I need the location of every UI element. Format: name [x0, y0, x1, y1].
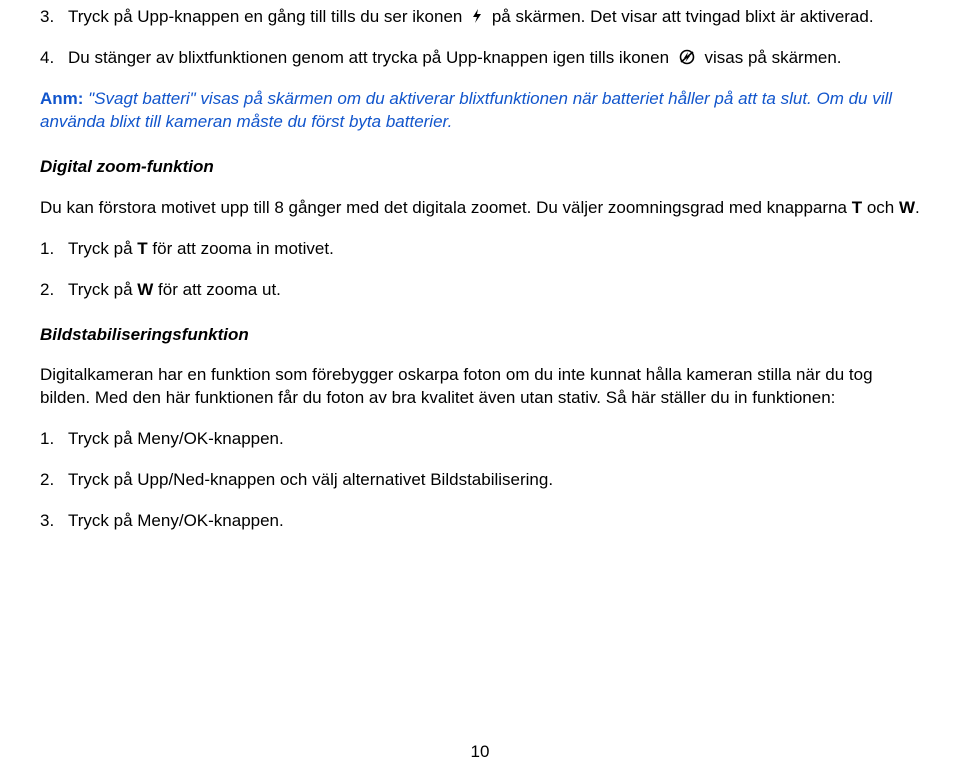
text-part: Tryck på Upp-knappen en gång till tills … [68, 7, 462, 26]
section-heading-stabilization: Bildstabiliseringsfunktion [40, 324, 920, 347]
section-heading-zoom: Digital zoom-funktion [40, 156, 920, 179]
text-part: och [862, 198, 899, 217]
text-part: visas på skärmen. [705, 48, 842, 67]
stab-step-3: 3. Tryck på Meny/OK-knappen. [40, 510, 920, 533]
page-number: 10 [0, 741, 960, 764]
list-number: 1. [40, 428, 68, 451]
text-part: . [915, 198, 920, 217]
stabilization-intro: Digitalkameran har en funktion som föreb… [40, 364, 920, 410]
note-label: Anm: [40, 89, 83, 108]
list-item-3: 3. Tryck på Upp-knappen en gång till til… [40, 6, 920, 29]
key-t: T [852, 198, 862, 217]
list-text: Tryck på T för att zooma in motivet. [68, 238, 920, 261]
list-number: 4. [40, 47, 68, 70]
text-part: Tryck på [68, 280, 137, 299]
list-item-4: 4. Du stänger av blixtfunktionen genom a… [40, 47, 920, 70]
key-w: W [137, 280, 153, 299]
text-part: Du kan förstora motivet upp till 8 gånge… [40, 198, 852, 217]
note-paragraph: Anm: "Svagt batteri" visas på skärmen om… [40, 88, 920, 134]
list-number: 1. [40, 238, 68, 261]
list-text: Tryck på Meny/OK-knappen. [68, 510, 920, 533]
list-text: Du stänger av blixtfunktionen genom att … [68, 47, 920, 70]
stab-step-2: 2. Tryck på Upp/Ned-knappen och välj alt… [40, 469, 920, 492]
stab-step-1: 1. Tryck på Meny/OK-knappen. [40, 428, 920, 451]
list-number: 2. [40, 279, 68, 302]
flash-bolt-icon [469, 8, 485, 24]
list-text: Tryck på Upp/Ned-knappen och välj altern… [68, 469, 920, 492]
zoom-intro: Du kan förstora motivet upp till 8 gånge… [40, 197, 920, 220]
list-text: Tryck på Upp-knappen en gång till tills … [68, 6, 920, 29]
list-text: Tryck på Meny/OK-knappen. [68, 428, 920, 451]
zoom-step-1: 1. Tryck på T för att zooma in motivet. [40, 238, 920, 261]
list-text: Tryck på W för att zooma ut. [68, 279, 920, 302]
text-part: för att zooma in motivet. [148, 239, 334, 258]
list-number: 3. [40, 510, 68, 533]
zoom-step-2: 2. Tryck på W för att zooma ut. [40, 279, 920, 302]
text-part: Tryck på [68, 239, 137, 258]
list-number: 2. [40, 469, 68, 492]
flash-off-icon [678, 49, 696, 65]
text-part: Du stänger av blixtfunktionen genom att … [68, 48, 669, 67]
text-part: för att zooma ut. [153, 280, 281, 299]
text-part: på skärmen. Det visar att tvingad blixt … [492, 7, 874, 26]
key-w: W [899, 198, 915, 217]
key-t: T [137, 239, 147, 258]
list-number: 3. [40, 6, 68, 29]
note-text: "Svagt batteri" visas på skärmen om du a… [40, 89, 892, 131]
